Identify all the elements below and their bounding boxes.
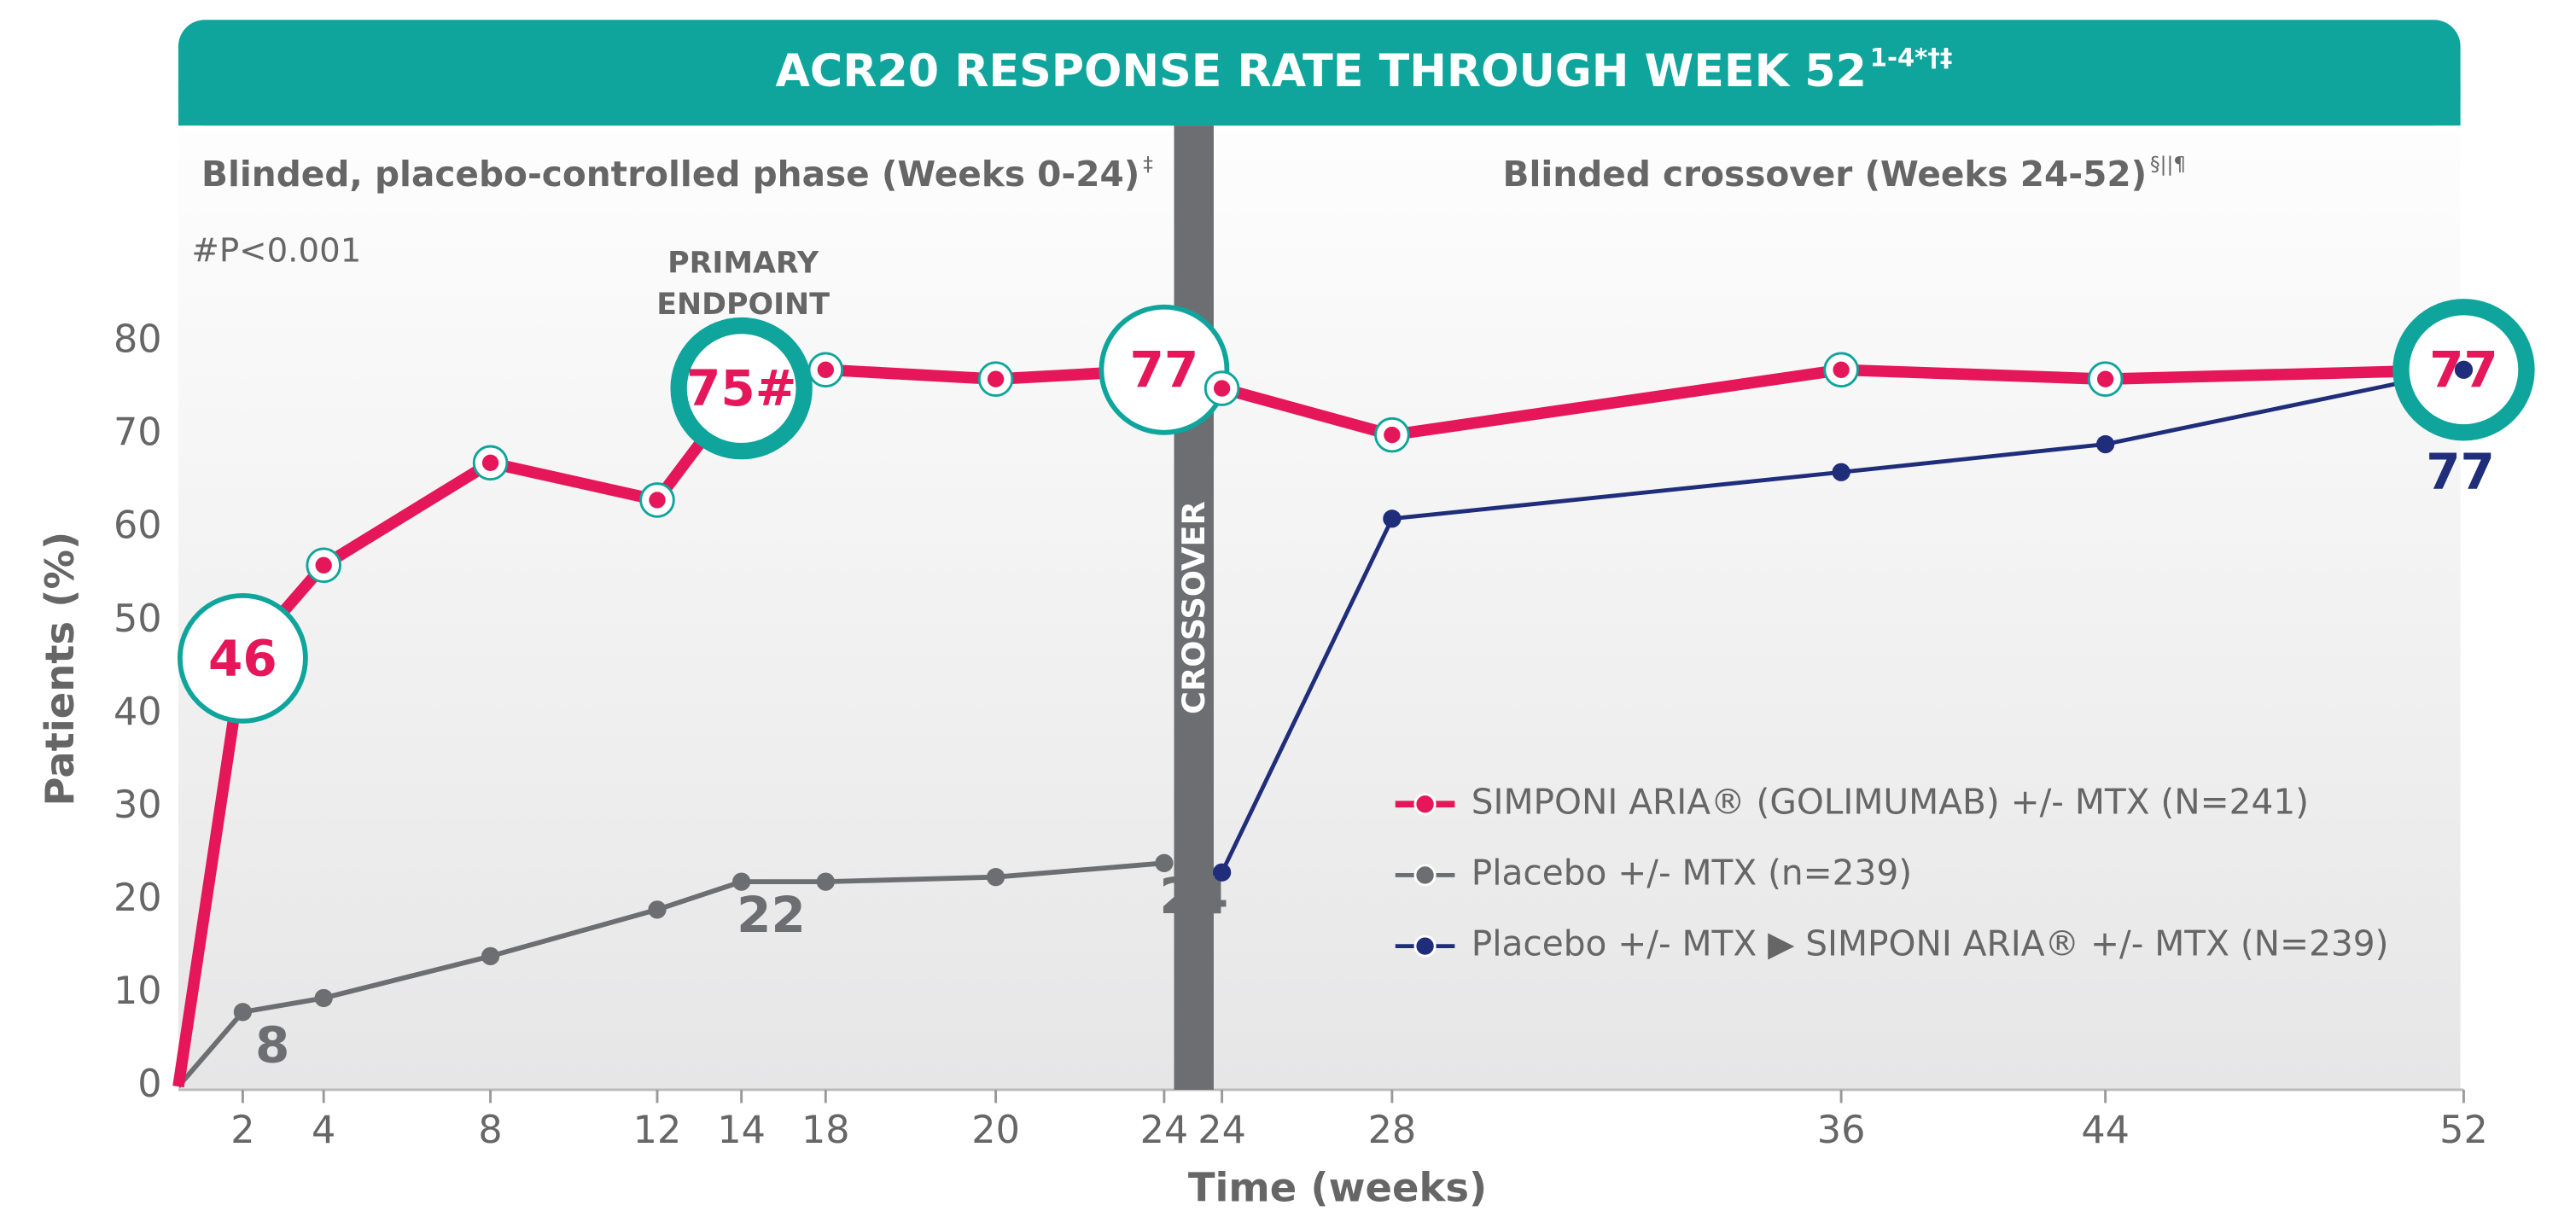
legend-marker [1413,864,1437,887]
data-label: 46 [208,629,277,687]
marker [816,872,835,891]
y-tick-label: 70 [114,411,162,455]
marker [986,868,1005,887]
marker [817,361,834,378]
crossover-bar [1174,125,1214,1090]
marker [233,1003,253,1022]
x-tick-label: 12 [633,1109,682,1152]
x-tick-label: 24 [1198,1109,1246,1152]
title-superscript: 1-4*†‡ [1870,44,1953,73]
marker [2096,370,2114,387]
y-tick-label: 30 [114,783,162,827]
marker [315,556,332,574]
value-badge [1099,304,1230,435]
x-tick-label: 14 [717,1109,766,1152]
data-label: 22 [737,886,806,944]
phase-superscript: ‡ [1143,153,1153,176]
x-tick-label: 18 [801,1109,850,1152]
data-label: 77 [1130,341,1199,399]
y-tick-label: 80 [114,318,162,362]
phase-label: Blinded crossover (Weeks 24-52) [1503,154,2148,195]
x-tick-label: 20 [971,1109,1020,1152]
marker [2095,434,2115,454]
marker [1212,863,1232,882]
x-axis-title: Time (weeks) [1188,1164,1487,1210]
legend-label: Placebo +/- MTX ▶ SIMPONI ARIA® +/- MTX … [1472,923,2389,964]
value-badge [670,317,813,460]
marker [1832,463,1850,481]
legend-label: Placebo +/- MTX (n=239) [1472,852,1912,893]
x-tick-label: 36 [1817,1109,1866,1152]
marker [1384,426,1401,444]
series-line [172,364,2464,1088]
x-tick-label: 8 [478,1109,502,1152]
header-bar-base [178,82,2461,126]
chart-title: ACR20 RESPONSE RATE THROUGH WEEK 52 [775,46,1866,97]
x-tick-label: 44 [2081,1109,2130,1152]
phase-label: Blinded, placebo-controlled phase (Weeks… [201,154,1139,195]
legend-marker [1413,935,1437,958]
marker [1833,361,1850,378]
y-tick-label: 10 [114,970,162,1013]
phase-superscript: §||¶ [2150,153,2186,176]
crossover-label: CROSSOVER [1175,501,1212,714]
marker [314,988,333,1008]
y-tick-label: 50 [114,597,162,641]
data-label: 8 [255,1016,289,1074]
marker [1155,853,1174,872]
y-axis-title: Patients (%) [37,532,83,806]
y-tick-label: 0 [137,1063,161,1106]
legend-label: SIMPONI ARIA® (GOLIMUMAB) +/- MTX (N=241… [1472,781,2309,822]
x-tick-label: 4 [312,1109,335,1152]
x-tick-label: 2 [230,1109,254,1152]
y-tick-label: 60 [114,504,162,548]
marker [649,492,666,509]
x-tick-label: 28 [1368,1109,1417,1152]
marker [732,872,751,891]
marker [648,900,667,919]
marker [1383,510,1402,528]
data-label: 75# [686,359,796,417]
marker [1213,380,1231,397]
x-tick-label: 52 [2439,1109,2488,1152]
marker [2454,360,2474,379]
legend-marker [1413,793,1437,816]
p-value-note: #P<0.001 [191,232,361,271]
marker [481,946,500,966]
endpoint-label: PRIMARY [667,247,819,281]
y-tick-label: 20 [114,876,162,920]
value-badge [177,592,308,724]
data-label: 77 [2426,443,2495,501]
y-tick-label: 40 [114,690,162,734]
x-tick-label: 24 [1140,1109,1189,1152]
marker [481,454,499,472]
plot-background [178,66,2461,1090]
marker [987,370,1005,387]
endpoint-label: ENDPOINT [656,288,830,322]
